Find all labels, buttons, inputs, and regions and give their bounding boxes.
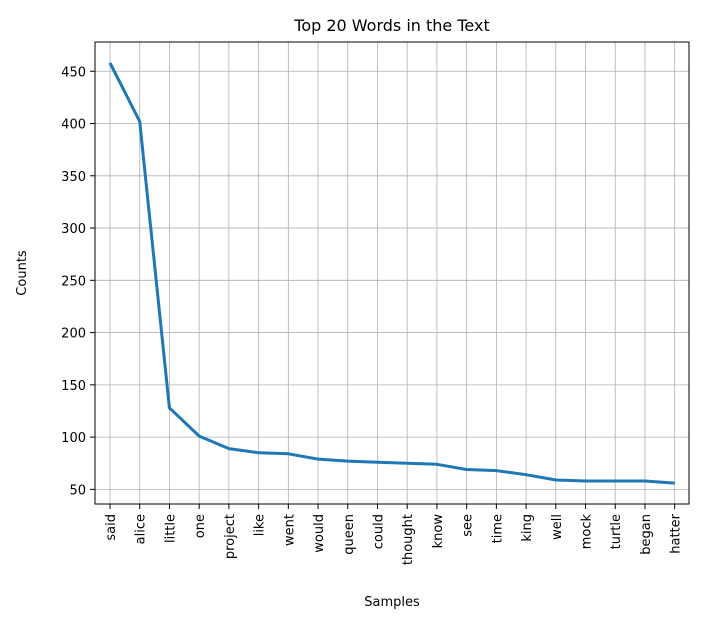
x-axis-ticks: said alice little one project like went would qu… <box>104 504 684 565</box>
x-tick-label-could: could <box>371 514 386 549</box>
y-tick-label: 50 <box>69 483 86 498</box>
x-tick-label-one: one <box>193 514 208 538</box>
x-tick-label-project: project <box>223 514 238 559</box>
y-gridlines <box>95 70 689 490</box>
x-axis-label: Samples <box>364 595 420 610</box>
y-tick-label: 100 <box>61 431 86 446</box>
x-tick-label-see: see <box>461 514 476 537</box>
y-tick-label: 350 <box>61 170 86 185</box>
x-tick-label-little: little <box>163 514 178 543</box>
x-tick-label-king: king <box>520 514 535 542</box>
y-tick-label: 150 <box>61 379 86 394</box>
x-tick-label-went: went <box>282 514 297 546</box>
x-tick-label-like: like <box>253 514 268 536</box>
series-line <box>108 62 675 485</box>
plot-frame <box>94 41 690 505</box>
y-tick-label: 200 <box>61 327 86 342</box>
x-gridlines <box>109 42 676 504</box>
x-tick-label-queen: queen <box>342 514 357 555</box>
x-tick-label-know: know <box>431 514 446 549</box>
x-tick-label-mock: mock <box>580 514 595 550</box>
x-tick-label-said: said <box>104 514 119 541</box>
y-axis-label: Counts <box>15 250 30 296</box>
x-tick-label-well: well <box>550 514 565 540</box>
y-tick-label: 400 <box>61 118 86 133</box>
y-tick-label: 250 <box>61 274 86 289</box>
chart-title: Top 20 Words in the Text <box>293 16 489 35</box>
y-tick-label: 300 <box>61 222 86 237</box>
x-tick-label-began: began <box>639 514 654 555</box>
x-tick-label-alice: alice <box>134 514 149 544</box>
y-tick-label: 450 <box>61 65 86 80</box>
x-tick-label-hatter: hatter <box>669 513 684 553</box>
x-tick-label-time: time <box>490 514 505 543</box>
x-tick-label-thought: thought <box>401 514 416 565</box>
x-tick-label-would: would <box>312 514 327 553</box>
x-tick-label-turtle: turtle <box>609 514 624 549</box>
y-axis-ticks: 50 100 150 200 250 300 350 400 450 <box>61 65 95 498</box>
